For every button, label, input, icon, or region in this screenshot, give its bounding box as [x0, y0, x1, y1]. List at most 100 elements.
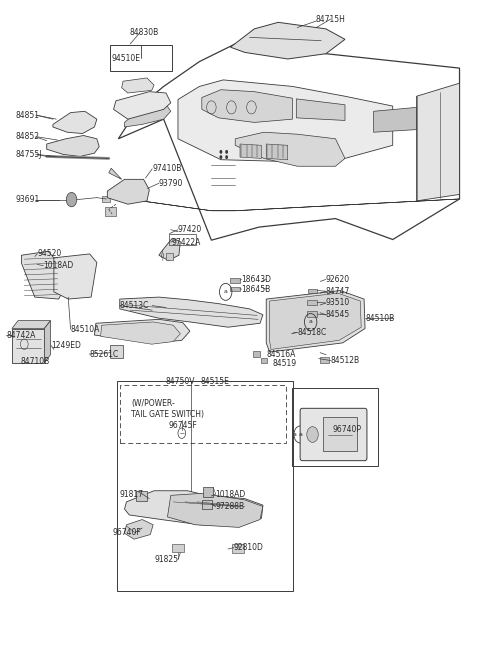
- FancyBboxPatch shape: [300, 408, 367, 461]
- Text: 97420: 97420: [178, 225, 202, 234]
- Polygon shape: [266, 290, 365, 352]
- Text: 84515E: 84515E: [201, 377, 230, 386]
- Text: 18645B: 18645B: [241, 284, 271, 294]
- Text: 96740F: 96740F: [112, 528, 141, 537]
- Polygon shape: [22, 251, 62, 299]
- Polygon shape: [296, 99, 345, 120]
- Text: a: a: [292, 432, 296, 437]
- Text: 93510: 93510: [326, 298, 350, 307]
- Text: 1249ED: 1249ED: [51, 341, 81, 350]
- Text: 97288B: 97288B: [216, 502, 245, 511]
- Text: a: a: [309, 319, 312, 325]
- Text: 84512B: 84512B: [331, 356, 360, 365]
- Bar: [166, 253, 173, 260]
- Text: 93691: 93691: [16, 195, 40, 204]
- Text: 84755J: 84755J: [16, 150, 42, 159]
- Bar: [323, 417, 358, 451]
- Text: 84715H: 84715H: [316, 14, 346, 24]
- Circle shape: [307, 426, 318, 442]
- Polygon shape: [118, 198, 459, 211]
- Bar: [253, 351, 260, 357]
- Polygon shape: [235, 132, 345, 166]
- Text: 84830B: 84830B: [130, 28, 159, 37]
- Circle shape: [219, 150, 222, 154]
- Text: 92810D: 92810D: [234, 543, 264, 552]
- Bar: [110, 345, 122, 358]
- Bar: [203, 487, 213, 497]
- Bar: [117, 381, 293, 591]
- Polygon shape: [108, 179, 149, 204]
- Text: 1018AD: 1018AD: [216, 489, 246, 499]
- Text: TAIL GATE SWITCH): TAIL GATE SWITCH): [131, 411, 204, 419]
- Text: 92620: 92620: [326, 275, 350, 284]
- Circle shape: [225, 150, 228, 154]
- Polygon shape: [12, 321, 50, 328]
- Bar: [110, 45, 172, 72]
- Polygon shape: [230, 22, 345, 59]
- Bar: [232, 545, 244, 553]
- Polygon shape: [109, 168, 121, 179]
- Text: 84518C: 84518C: [297, 328, 326, 337]
- Text: a: a: [224, 289, 228, 294]
- Polygon shape: [54, 254, 97, 299]
- Polygon shape: [120, 297, 263, 327]
- Text: 84513C: 84513C: [120, 301, 149, 310]
- Polygon shape: [95, 319, 190, 343]
- Polygon shape: [114, 92, 171, 119]
- Bar: [172, 544, 184, 553]
- Bar: [169, 234, 196, 246]
- Bar: [229, 278, 240, 283]
- Text: 96740P: 96740P: [333, 425, 361, 434]
- Text: 84519: 84519: [273, 359, 297, 368]
- Text: 84750V: 84750V: [166, 377, 195, 386]
- Polygon shape: [159, 238, 180, 260]
- Text: a: a: [298, 432, 302, 437]
- Text: 84510A: 84510A: [71, 325, 100, 334]
- Polygon shape: [417, 83, 459, 201]
- Text: 84710B: 84710B: [21, 357, 50, 367]
- Text: 85261C: 85261C: [89, 350, 119, 359]
- Polygon shape: [53, 111, 97, 133]
- Text: 94520: 94520: [37, 250, 61, 258]
- Text: 91817: 91817: [119, 489, 143, 499]
- Bar: [291, 388, 378, 466]
- Circle shape: [66, 193, 77, 207]
- Polygon shape: [168, 493, 263, 528]
- Bar: [307, 311, 317, 317]
- Bar: [120, 386, 286, 443]
- Bar: [202, 500, 212, 509]
- Polygon shape: [124, 520, 153, 539]
- Text: 84545: 84545: [326, 310, 350, 319]
- Text: 97410B: 97410B: [152, 164, 181, 173]
- Text: 84747: 84747: [326, 286, 350, 296]
- Text: 84852: 84852: [16, 132, 40, 141]
- Text: (W/POWER-: (W/POWER-: [131, 399, 175, 408]
- Polygon shape: [101, 322, 180, 344]
- Polygon shape: [202, 90, 292, 122]
- Bar: [307, 300, 317, 305]
- Bar: [102, 196, 110, 202]
- Text: 94510E: 94510E: [112, 55, 141, 64]
- Bar: [136, 491, 147, 501]
- Text: 91825: 91825: [154, 555, 178, 564]
- Polygon shape: [47, 135, 99, 156]
- Bar: [106, 207, 116, 216]
- Text: 84851: 84851: [16, 111, 40, 120]
- Bar: [308, 288, 317, 293]
- Polygon shape: [266, 144, 288, 160]
- Circle shape: [219, 155, 222, 159]
- Text: 84742A: 84742A: [6, 330, 36, 340]
- Text: 1018AD: 1018AD: [43, 261, 73, 270]
- Polygon shape: [44, 321, 50, 363]
- Bar: [262, 358, 267, 363]
- Bar: [12, 328, 44, 363]
- Polygon shape: [270, 293, 361, 350]
- Polygon shape: [373, 107, 417, 132]
- Text: 97422A: 97422A: [171, 238, 201, 246]
- Text: 18643D: 18643D: [241, 275, 271, 284]
- Text: 93790: 93790: [159, 179, 183, 188]
- Text: 84510B: 84510B: [365, 313, 394, 323]
- Text: 96745F: 96745F: [168, 422, 197, 430]
- Bar: [320, 357, 329, 363]
- Bar: [229, 286, 240, 291]
